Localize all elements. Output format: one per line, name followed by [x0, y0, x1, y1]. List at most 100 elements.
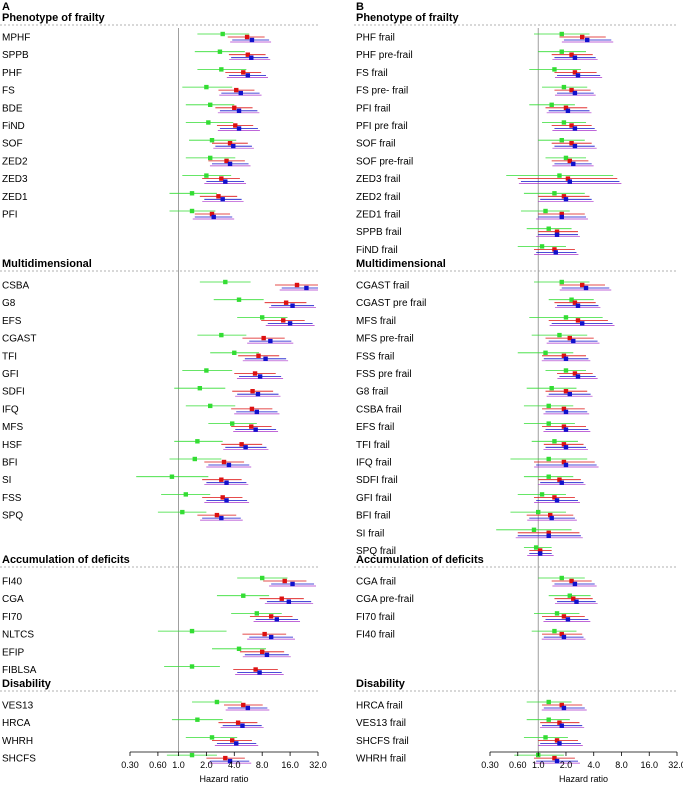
section-title: Phenotype of frailty [2, 12, 106, 24]
point-green [169, 474, 175, 479]
point-blue [223, 179, 228, 184]
point-green [543, 208, 548, 214]
point-green [559, 49, 564, 54]
point-green [197, 386, 203, 391]
x-tick-label: 1.0 [172, 760, 185, 770]
point-blue [561, 705, 567, 711]
section-title: Disability [356, 678, 406, 690]
point-blue [257, 670, 262, 675]
point-green [554, 611, 560, 616]
point-green [549, 386, 554, 391]
row-label: G8 frail [356, 387, 388, 398]
point-red [563, 105, 569, 110]
point-red [580, 34, 585, 40]
x-tick-label: 16.0 [640, 760, 658, 770]
point-blue [575, 374, 581, 379]
point-blue [226, 462, 232, 468]
row-label: MFS [2, 422, 23, 433]
row-label: ZED1 frail [356, 210, 400, 221]
point-blue [571, 161, 576, 167]
point-red [249, 424, 254, 429]
point-blue [249, 55, 254, 60]
point-red [241, 70, 246, 75]
point-green [559, 138, 564, 143]
point-red [209, 211, 215, 217]
point-green [219, 67, 224, 72]
point-green [552, 439, 557, 444]
point-blue [253, 427, 258, 432]
point-red [572, 371, 578, 376]
point-blue [255, 392, 261, 397]
point-blue [268, 338, 273, 344]
point-red [282, 578, 287, 584]
point-blue [274, 617, 279, 622]
x-tick-label: 16.0 [281, 760, 299, 770]
x-tick-label: 0.60 [149, 760, 167, 770]
point-blue [563, 427, 569, 432]
point-blue [263, 356, 268, 361]
point-red [234, 87, 239, 93]
point-green [543, 350, 548, 355]
row-label: EFS [2, 316, 22, 327]
row-label: ZED2 frail [356, 192, 400, 203]
point-red [580, 282, 585, 288]
point-green [204, 173, 209, 178]
x-tick-label: 4.0 [587, 760, 600, 770]
point-blue [557, 741, 562, 746]
point-blue [559, 480, 564, 485]
row-label: SOF pre-frail [356, 156, 413, 167]
row-label: SI [2, 475, 11, 486]
point-red [569, 123, 574, 128]
point-blue [243, 445, 248, 450]
row-label: ZED3 [2, 174, 28, 185]
point-blue [563, 462, 569, 468]
row-label: FS pre- frail [356, 86, 408, 97]
row-label: PHF pre-frail [356, 50, 413, 61]
point-red [559, 211, 564, 217]
row-label: FSS frail [356, 351, 394, 362]
section-title: Accumulation of deficits [356, 554, 484, 566]
point-green [236, 297, 242, 302]
point-blue [549, 515, 554, 521]
point-blue [554, 758, 560, 764]
point-green [232, 350, 237, 355]
point-red [232, 105, 237, 110]
row-label: PFI [2, 210, 18, 221]
point-green [204, 368, 209, 373]
x-tick-label: 4.0 [228, 760, 241, 770]
point-red [219, 477, 224, 482]
x-tick-label: 32.0 [309, 760, 327, 770]
point-blue [236, 126, 242, 131]
row-label: HRCA frail [356, 701, 403, 712]
row-label: PHF [2, 68, 22, 79]
point-green [543, 735, 548, 740]
point-blue [304, 285, 309, 291]
point-red [227, 141, 233, 146]
point-green [217, 49, 223, 54]
row-label: MFS pre-frail [356, 334, 414, 345]
row-label: CGAST pre frail [356, 298, 426, 309]
point-blue [575, 303, 581, 308]
point-blue [563, 409, 569, 415]
point-green [241, 593, 246, 598]
row-label: FS [2, 86, 15, 97]
point-green [209, 735, 215, 740]
point-green [546, 456, 551, 462]
row-label: SPQ frail [356, 546, 396, 557]
point-green [204, 84, 209, 90]
point-blue [257, 374, 263, 379]
point-red [233, 123, 238, 128]
point-blue [238, 90, 243, 96]
row-label: PHF frail [356, 33, 395, 44]
row-label: CGA [2, 594, 24, 605]
point-blue [546, 533, 551, 538]
point-blue [224, 498, 229, 503]
section-title: Multidimensional [356, 258, 446, 270]
point-red [571, 596, 576, 601]
point-green [195, 717, 200, 722]
point-blue [211, 214, 216, 220]
point-green [549, 102, 554, 107]
row-label: FiND frail [356, 245, 398, 256]
row-label: BDE [2, 103, 23, 114]
point-blue [575, 73, 581, 78]
